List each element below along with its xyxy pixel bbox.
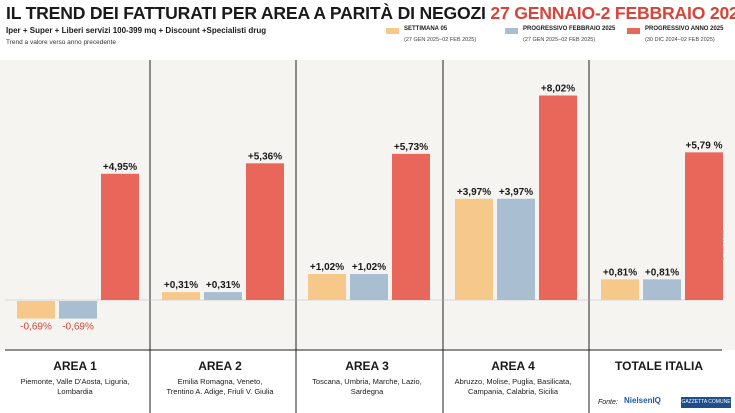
legend-dates: (30 DIC 2024–02 FEB 2025) [645,37,715,43]
bar-2-5 [643,279,681,300]
chart-note: Trend a valore verso anno precedente [6,39,116,46]
chart-title: IL TREND DEI FATTURATI PER AREA A PARITÀ… [6,2,735,24]
legend-swatch [386,28,399,34]
bar-label: +0,31% [206,280,240,291]
bar-2-3 [350,273,388,300]
bar-label: +0,31% [164,280,198,291]
area-2-regions-line: Emilia Romagna, Veneto, [177,377,263,386]
bar-1-5 [601,279,639,300]
bar-label: +5,36% [248,151,282,162]
bar-label: +4,95% [103,162,137,173]
bar-label: +8,02% [541,83,575,94]
legend-swatch [505,28,518,34]
area-4-regions: Abruzzo, Molise, Puglia, Basilicata, Cam… [443,377,583,397]
source-label: Fonte: [598,399,618,406]
bar-1-1 [17,301,55,319]
bar-label: +5,73% [394,142,428,153]
area-4-regions-line: Campania, Calabria, Sicilia [467,387,559,396]
legend-label: SETTIMANA 05 [404,26,448,32]
area-2-name: AREA 2 [198,359,242,373]
bar-2-2 [204,292,242,300]
chart-subtitle: Iper + Super + Liberi servizi 100-399 mq… [6,26,267,35]
area-1-name: AREA 1 [53,359,97,373]
bar-label: +5,79 % [686,140,723,151]
bar-1-4 [455,198,493,300]
area-3-regions-line: Toscana, Umbria, Marche, Lazio, [312,377,422,386]
bar-label: +0,81% [645,267,679,278]
title-main: IL TREND DEI FATTURATI PER AREA A PARITÀ… [6,3,486,23]
title-period: 27 GENNAIO-2 FEBBRAIO 2025 [490,3,735,23]
legend-swatch [627,28,640,34]
nielseniq-logo: NielsenIQ [624,396,661,405]
area-2-regions: Emilia Romagna, Veneto, Trentino A. Adig… [150,377,290,397]
area-4-regions-line: Abruzzo, Molise, Puglia, Basilicata, [454,377,572,386]
totale-italia-name: TOTALE ITALIA [615,359,703,373]
area-1-regions: Piemonte, Valle D'Aosta, Liguria, Lombar… [5,377,145,397]
publisher-logo: GAZZETTA COMUNE [681,397,731,408]
area-2-regions-line: Trentino A. Adige, Friuli V. Giulia [166,387,274,396]
legend-dates: (27 GEN 2025–02 FEB 2025) [523,37,596,43]
bar-label: -0,69% [62,322,94,333]
bar-label: +3,97% [499,187,533,198]
credit-text: IL SOLE 24 ORE [720,230,725,261]
bar-label: -0,69% [20,322,52,333]
bar-3-2 [246,163,284,300]
bar-1-3 [308,273,346,300]
area-3-regions-line: Sardegna [350,387,384,396]
bar-3-3 [392,153,430,300]
bar-label: +1,02% [352,262,386,273]
area-3-name: AREA 3 [345,359,389,373]
legend-label: PROGRESSIVO FEBBRAIO 2025 [523,26,616,32]
legend-label: PROGRESSIVO ANNO 2025 [645,26,724,32]
bar-label: +0,81% [603,267,637,278]
bar-2-1 [59,301,97,319]
bar-1-2 [162,292,200,300]
area-3-regions: Toscana, Umbria, Marche, Lazio, Sardegna [297,377,437,397]
bar-label: +1,02% [310,262,344,273]
legend-dates: (27 GEN 2025–02 FEB 2025) [404,37,477,43]
bar-label: +3,97% [457,187,491,198]
area-1-regions-line: Lombardia [57,387,93,396]
bar-3-4 [539,95,577,301]
bar-2-4 [497,198,535,300]
bar-3-1 [101,173,139,300]
bar-3-5 [685,152,723,300]
area-1-regions-line: Piemonte, Valle D'Aosta, Liguria, [20,377,130,386]
area-4-name: AREA 4 [491,359,535,373]
